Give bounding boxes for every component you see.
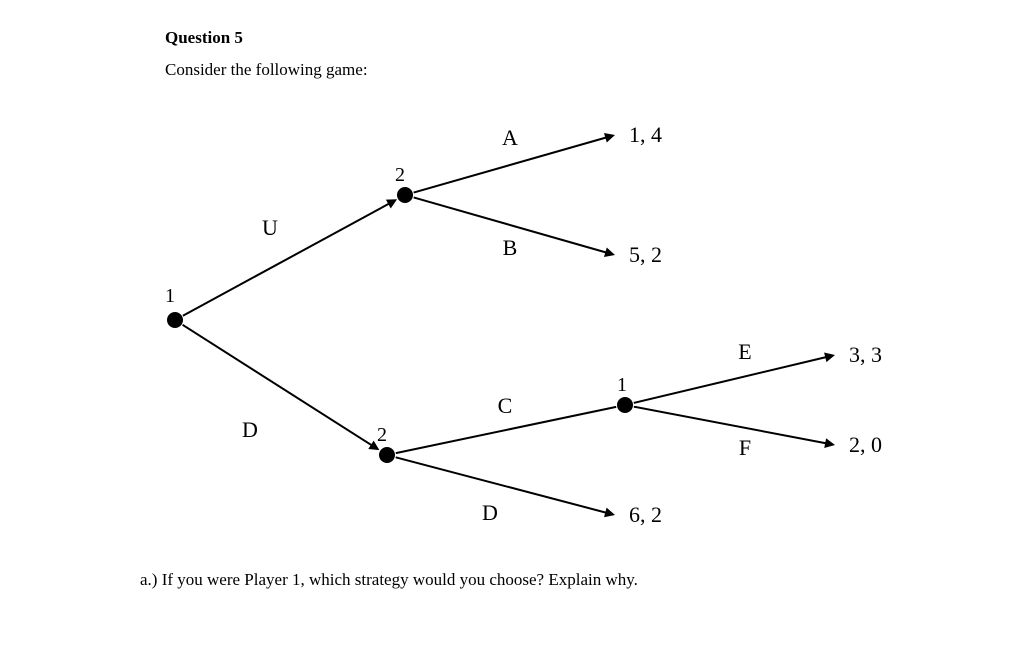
edge-label-a: A xyxy=(502,125,518,150)
edge-f xyxy=(634,407,829,444)
game-tree: U D A B C D E F 1 2 2 1 1, 4 5, 2 6, 2 3, 3 2, 0 xyxy=(135,95,895,555)
edge-e xyxy=(634,356,829,403)
player-label-root: 1 xyxy=(165,285,175,307)
player-label-p2d: 2 xyxy=(377,424,387,446)
question-part-a: a.) If you were Player 1, which strategy… xyxy=(140,570,638,590)
edge-u xyxy=(183,202,392,316)
arrow-d xyxy=(604,508,615,518)
edge-label-e: E xyxy=(738,339,751,364)
node-root xyxy=(167,312,183,328)
edge-label-c: C xyxy=(498,393,513,418)
edge-label-u: U xyxy=(262,215,278,240)
payoff-d: 6, 2 xyxy=(629,502,662,527)
node-p1c xyxy=(617,397,633,413)
question-intro: Consider the following game: xyxy=(165,60,368,80)
page: Question 5 Consider the following game: … xyxy=(0,0,1024,668)
node-p2d xyxy=(379,447,395,463)
edge-label-d: D xyxy=(482,500,498,525)
edge-d xyxy=(183,325,375,447)
arrow-b xyxy=(604,247,615,257)
edge-label-f: F xyxy=(739,435,751,460)
payoff-f: 2, 0 xyxy=(849,432,882,457)
payoff-a: 1, 4 xyxy=(629,122,662,147)
arrow-e xyxy=(824,352,835,362)
question-title: Question 5 xyxy=(165,28,243,48)
edge-label-b: B xyxy=(503,235,518,260)
player-label-p1c: 1 xyxy=(617,374,627,396)
payoff-b: 5, 2 xyxy=(629,242,662,267)
edge-d xyxy=(396,457,609,513)
node-p2u xyxy=(397,187,413,203)
arrow-a xyxy=(604,133,615,143)
arrow-f xyxy=(824,438,835,448)
payoff-e: 3, 3 xyxy=(849,342,882,367)
player-label-p2u: 2 xyxy=(395,164,405,186)
edge-label-d: D xyxy=(242,417,258,442)
